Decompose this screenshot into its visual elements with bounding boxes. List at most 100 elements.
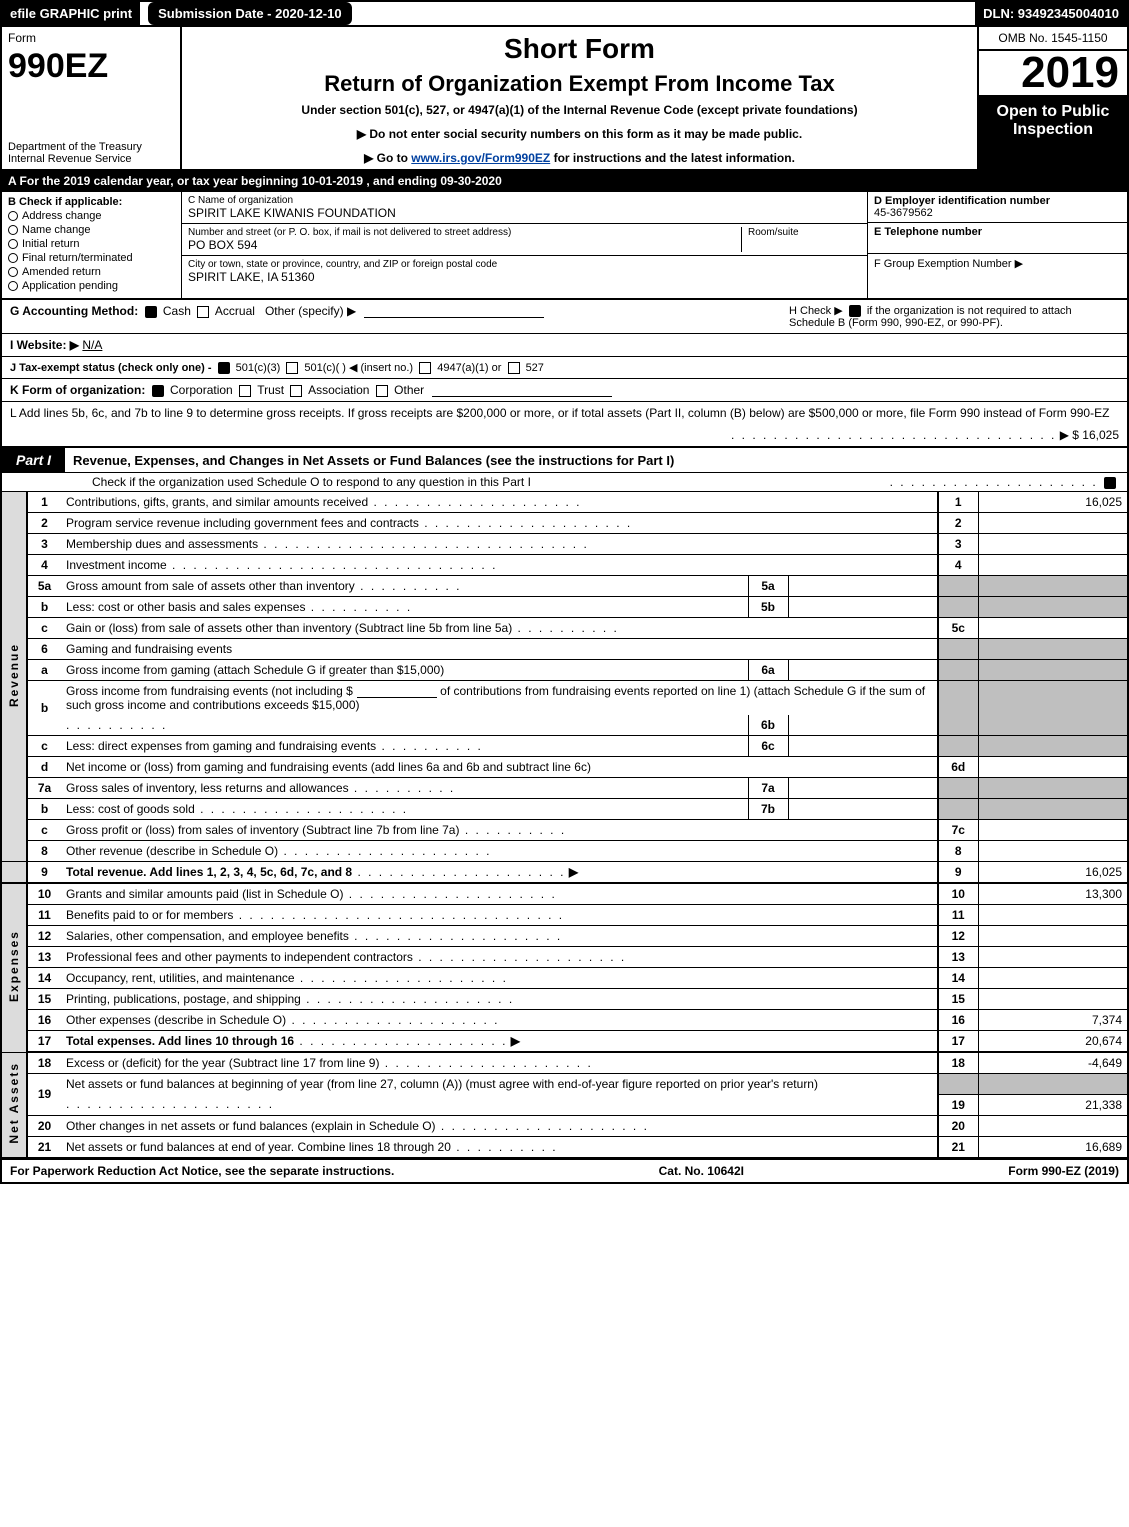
checkbox-icon[interactable]	[290, 385, 302, 397]
efile-print-button[interactable]: efile GRAPHIC print	[2, 2, 140, 25]
submission-date-badge: Submission Date - 2020-12-10	[148, 2, 352, 25]
line-num: 21	[27, 1136, 61, 1157]
blank-input-line[interactable]	[364, 306, 544, 318]
line-value	[978, 968, 1128, 989]
mid-num: 6c	[748, 736, 788, 757]
line-rnum: 15	[938, 989, 978, 1010]
irs-link[interactable]: www.irs.gov/Form990EZ	[411, 151, 550, 165]
j-opt-3: 4947(a)(1) or	[437, 362, 501, 374]
g-other: Other (specify) ▶	[265, 304, 356, 318]
table-row: bLess: cost or other basis and sales exp…	[1, 597, 1128, 618]
checkbox-icon[interactable]	[239, 385, 251, 397]
shaded-cell	[978, 1074, 1128, 1095]
b-label: B Check if applicable:	[8, 196, 175, 208]
arrow-icon: ▶	[511, 1034, 520, 1048]
g-accrual: Accrual	[215, 304, 255, 318]
table-row: Revenue 1 Contributions, gifts, grants, …	[1, 492, 1128, 513]
k-opt-4: Other	[394, 383, 424, 397]
line-rnum: 12	[938, 926, 978, 947]
open-to-public-badge: Open to Public Inspection	[979, 97, 1127, 169]
checkbox-icon[interactable]	[8, 211, 18, 221]
line-num: a	[27, 660, 61, 681]
l-text: L Add lines 5b, 6c, and 7b to line 9 to …	[10, 406, 1119, 420]
footer-left: For Paperwork Reduction Act Notice, see …	[10, 1164, 394, 1178]
k-opt-2: Trust	[257, 383, 284, 397]
mid-num: 5b	[748, 597, 788, 618]
line-value	[978, 534, 1128, 555]
line-num: c	[27, 618, 61, 639]
g-cash: Cash	[163, 304, 191, 318]
line-l-amount: ▶ $ 16,025	[0, 424, 1129, 446]
checkbox-icon[interactable]	[419, 362, 431, 374]
line-rnum: 9	[938, 862, 978, 884]
page-footer: For Paperwork Reduction Act Notice, see …	[0, 1158, 1129, 1184]
table-row: 15 Printing, publications, postage, and s…	[1, 989, 1128, 1010]
blank-input-line[interactable]	[357, 686, 437, 698]
line-value	[978, 1115, 1128, 1136]
checkbox-checked-icon[interactable]	[218, 362, 230, 374]
checkbox-icon[interactable]	[8, 225, 18, 235]
ein-label: D Employer identification number	[874, 195, 1121, 207]
table-row: dNet income or (loss) from gaming and fu…	[1, 757, 1128, 778]
checkbox-icon[interactable]	[376, 385, 388, 397]
checkbox-icon[interactable]	[197, 306, 209, 318]
line-desc: Gross income from fundraising events (no…	[66, 684, 353, 698]
line-num: 19	[27, 1074, 61, 1116]
blank-input-line[interactable]	[432, 385, 612, 397]
mid-val	[788, 597, 938, 618]
line-rnum: 8	[938, 841, 978, 862]
top-bar: efile GRAPHIC print Submission Date - 20…	[0, 0, 1129, 27]
dots-leader	[352, 865, 565, 879]
line-num: 20	[27, 1115, 61, 1136]
line-desc: Benefits paid to or for members	[66, 908, 564, 922]
line-desc: Program service revenue including govern…	[66, 516, 632, 530]
line-num: b	[27, 681, 61, 736]
line-desc: Other revenue (describe in Schedule O)	[66, 844, 491, 858]
footer-cat-no: Cat. No. 10642I	[659, 1164, 744, 1178]
checkbox-icon[interactable]	[8, 267, 18, 277]
goto-pre: ▶ Go to	[364, 151, 411, 165]
checkbox-icon[interactable]	[8, 281, 18, 291]
line-rnum: 21	[938, 1136, 978, 1157]
line-num: c	[27, 820, 61, 841]
mid-num: 6a	[748, 660, 788, 681]
k-opt-3: Association	[308, 383, 369, 397]
line-num: 17	[27, 1031, 61, 1053]
opt-address-change: Address change	[22, 210, 102, 222]
line-desc: Gross income from gaming (attach Schedul…	[61, 660, 748, 681]
line-desc: Grants and similar amounts paid (list in…	[66, 887, 557, 901]
checkbox-icon[interactable]	[508, 362, 520, 374]
under-section-text: Under section 501(c), 527, or 4947(a)(1)…	[192, 103, 967, 117]
line-rnum: 11	[938, 905, 978, 926]
table-row: bLess: cost of goods sold7b	[1, 799, 1128, 820]
line-rnum: 5c	[938, 618, 978, 639]
line-num: b	[27, 597, 61, 618]
checkbox-checked-icon[interactable]	[145, 306, 157, 318]
line-desc: Printing, publications, postage, and shi…	[66, 992, 514, 1006]
line-value	[978, 989, 1128, 1010]
mid-val	[788, 576, 938, 597]
checkbox-icon[interactable]	[8, 253, 18, 263]
checkbox-checked-icon[interactable]	[1104, 477, 1116, 489]
k-opt-1: Corporation	[170, 383, 233, 397]
line-rnum: 3	[938, 534, 978, 555]
line-num: 18	[27, 1052, 61, 1074]
org-name: SPIRIT LAKE KIWANIS FOUNDATION	[188, 206, 861, 220]
line-num: c	[27, 736, 61, 757]
dln-badge: DLN: 93492345004010	[975, 2, 1127, 25]
table-row: bGross income from fundraising events (n…	[1, 681, 1128, 716]
line-desc: Gaming and fundraising events	[61, 639, 938, 660]
line-num: 3	[27, 534, 61, 555]
shaded-cell	[938, 681, 978, 736]
j-opt-1: 501(c)(3)	[236, 362, 281, 374]
mid-num: 6b	[748, 715, 788, 736]
checkbox-checked-icon[interactable]	[152, 385, 164, 397]
line-rnum: 20	[938, 1115, 978, 1136]
checkbox-icon[interactable]	[286, 362, 298, 374]
table-row: 13Professional fees and other payments t…	[1, 947, 1128, 968]
line-num: 1	[27, 492, 61, 513]
part-i-table: Revenue 1 Contributions, gifts, grants, …	[0, 492, 1129, 1158]
checkbox-checked-icon[interactable]	[849, 305, 861, 317]
dots-leader	[890, 475, 1098, 489]
checkbox-icon[interactable]	[8, 239, 18, 249]
